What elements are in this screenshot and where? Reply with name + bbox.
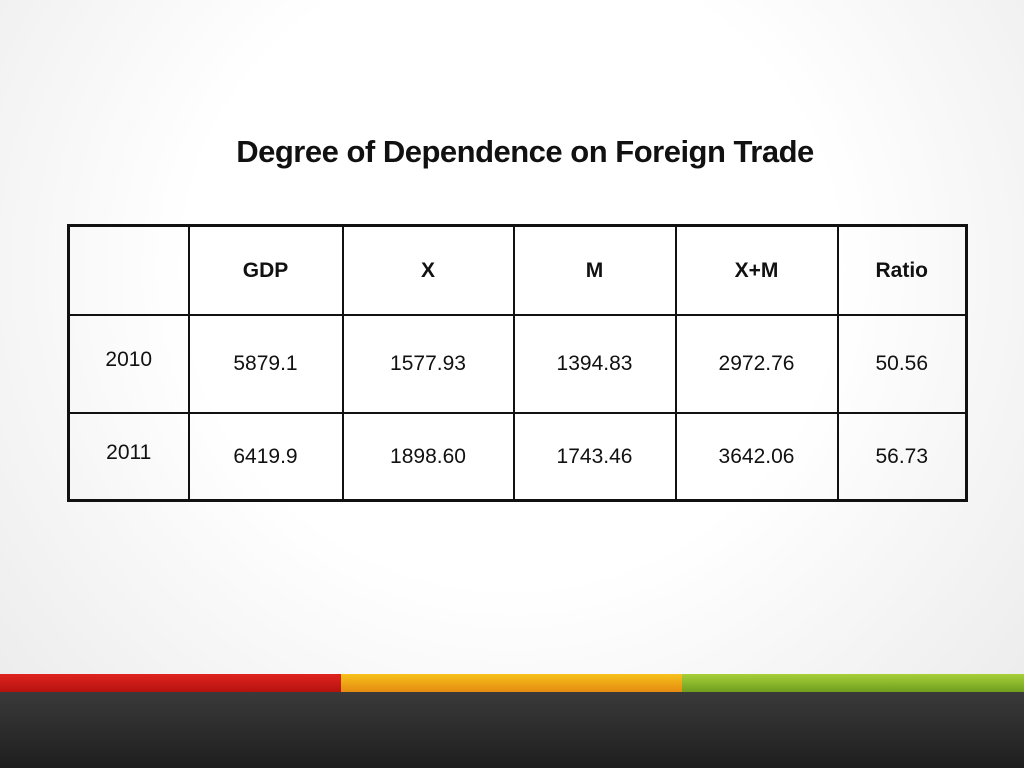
data-row: 2011 6419.9 1898.60 1743.46 3642.06 56.73 (67, 412, 968, 502)
value-cell: 1743.46 (512, 412, 677, 502)
value-cell: 5879.1 (187, 314, 344, 414)
orange-stripe (341, 674, 682, 692)
slide-title: Degree of Dependence on Foreign Trade (236, 134, 814, 169)
red-stripe (0, 674, 341, 692)
header-cell: M (512, 224, 677, 316)
header-cell: GDP (187, 224, 344, 316)
value-cell: 1577.93 (341, 314, 515, 414)
year-cell: 2011 (67, 412, 190, 502)
green-stripe (682, 674, 1024, 692)
corner-cell (67, 224, 190, 316)
value-cell: 56.73 (836, 412, 968, 502)
header-cell: X (341, 224, 515, 316)
data-table: GDP X M X+M Ratio 2010 5879.1 1577.93 1394.83 297… (67, 224, 968, 502)
value-cell: 1898.60 (341, 412, 515, 502)
value-cell: 3642.06 (674, 412, 839, 502)
value-cell: 6419.9 (187, 412, 344, 502)
header-row: GDP X M X+M Ratio (67, 224, 968, 316)
year-cell: 2010 (67, 314, 190, 414)
value-cell: 2972.76 (674, 314, 839, 414)
header-cell: Ratio (836, 224, 968, 316)
footer-band (0, 692, 1024, 768)
value-cell: 1394.83 (512, 314, 677, 414)
header-cell: X+M (674, 224, 839, 316)
value-cell: 50.56 (836, 314, 968, 414)
data-row: 2010 5879.1 1577.93 1394.83 2972.76 50.56 (67, 314, 968, 414)
